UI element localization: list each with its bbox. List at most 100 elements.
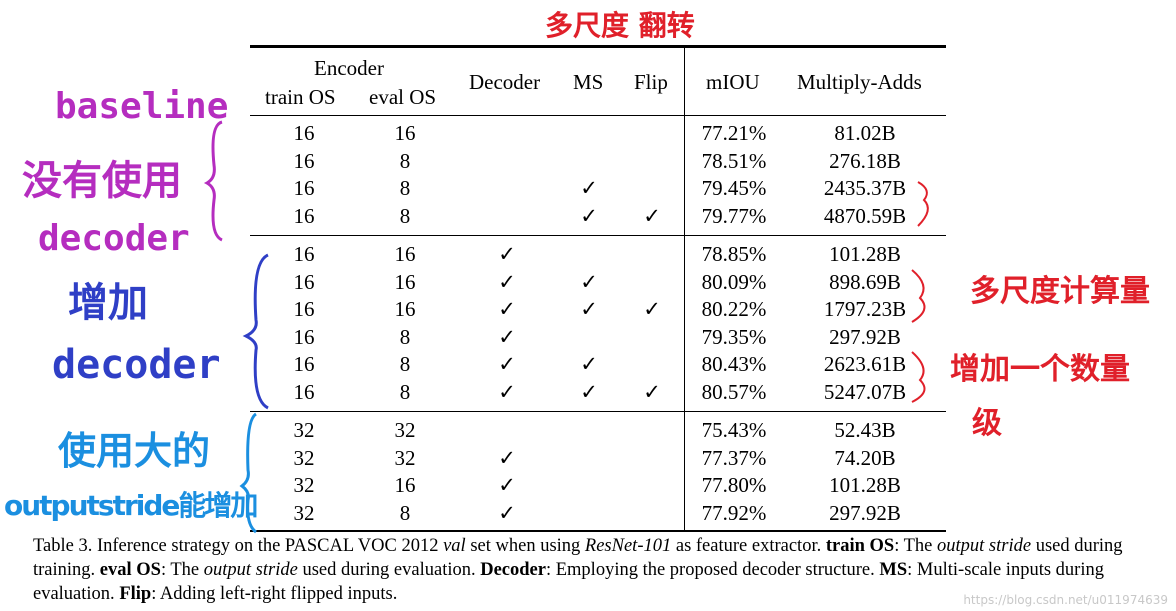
caption-bold: Flip [119, 584, 152, 604]
annotation-baseline-2: 没有使用 [22, 158, 182, 204]
cell-ms: ✓ [580, 203, 598, 228]
cell-train-os: 16 [293, 324, 315, 349]
caption-text: used during evaluation. [297, 560, 481, 580]
cell-ms: ✓ [580, 297, 598, 322]
caption-italic: val [443, 536, 466, 556]
cell-ms: ✓ [580, 269, 598, 294]
cell-decoder: ✓ [498, 473, 516, 498]
cell-miou: 80.57% [701, 380, 767, 404]
caption-text: used during training. [33, 536, 1123, 580]
cell-miou: 75.43% [701, 418, 767, 442]
cell-multiply-adds: 4870.59B [823, 203, 907, 228]
cell-flip: ✓ [643, 203, 661, 228]
blue-bracket [242, 253, 269, 410]
caption-bold: Decoder [480, 560, 546, 580]
cell-eval-os: 8 [399, 324, 411, 349]
cell-miou: 78.51% [701, 148, 767, 173]
cell-miou: 79.77% [701, 203, 767, 228]
cell-eval-os: 32 [394, 445, 416, 470]
caption-bold: train OS [825, 536, 895, 556]
cell-miou: 80.09% [701, 269, 767, 294]
cell-decoder: ✓ [498, 242, 516, 266]
cell-decoder: ✓ [498, 352, 516, 377]
cell-eval-os: 16 [394, 242, 416, 266]
cell-multiply-adds: 74.20B [834, 445, 896, 470]
cell-decoder: ✓ [498, 500, 516, 525]
annotation-stride-2: outputstride能增加 [4, 489, 258, 522]
cell-decoder: ✓ [498, 445, 516, 470]
cell-eval-os: 16 [394, 297, 416, 322]
cell-eval-os: 16 [394, 473, 416, 498]
caption-text: as feature extractor. [671, 536, 826, 556]
cell-multiply-adds: 81.02B [834, 121, 896, 145]
caption-text: : The [160, 560, 204, 580]
header-train-os: train OS [265, 85, 336, 109]
caption-italic: output stride [937, 536, 1032, 556]
cell-train-os: 16 [293, 176, 315, 201]
table-column-divider [684, 47, 685, 531]
cell-decoder: ✓ [498, 297, 516, 322]
cell-eval-os: 8 [399, 203, 411, 228]
cell-eval-os: 8 [399, 148, 411, 173]
cell-train-os: 16 [293, 203, 315, 228]
magenta-bracket [203, 120, 223, 242]
header-ms: MS [573, 70, 604, 94]
caption-text: : The [894, 536, 938, 556]
cell-multiply-adds: 276.18B [829, 148, 901, 173]
cell-flip: ✓ [643, 380, 661, 404]
cell-train-os: 16 [293, 297, 315, 322]
cell-flip: ✓ [643, 297, 661, 322]
cell-miou: 79.35% [701, 324, 767, 349]
cell-eval-os: 16 [394, 121, 416, 145]
cell-train-os: 32 [293, 473, 315, 498]
annotation-top-red: 多尺度 翻转 [545, 9, 695, 42]
caption-bold: eval OS [99, 560, 161, 580]
cyan-bracket [239, 412, 258, 534]
annotation-decoder-1: 增加 [68, 280, 148, 326]
cell-eval-os: 8 [399, 380, 411, 404]
caption-text: : Adding left-right flipped inputs. [151, 584, 398, 604]
caption-text: set when using [465, 536, 585, 556]
cell-ms: ✓ [580, 380, 598, 404]
table-top-rule [250, 45, 946, 48]
cell-decoder: ✓ [498, 269, 516, 294]
cell-multiply-adds: 2435.37B [823, 176, 907, 201]
cell-train-os: 16 [293, 242, 315, 266]
cell-miou: 77.21% [701, 121, 767, 145]
header-decoder: Decoder [469, 70, 541, 94]
annotation-stride-1: 使用大的 [58, 429, 211, 473]
cell-multiply-adds: 101.28B [829, 473, 901, 498]
red-bracket-1 [917, 181, 929, 227]
cell-multiply-adds: 2623.61B [823, 352, 907, 377]
caption-bold: MS [879, 560, 908, 580]
cell-multiply-adds: 101.28B [829, 242, 901, 266]
annotation-baseline-3: decoder [38, 218, 190, 259]
header-flip: Flip [634, 70, 668, 94]
cell-multiply-adds: 5247.07B [823, 380, 907, 404]
cell-eval-os: 32 [394, 418, 416, 442]
cell-miou: 80.22% [701, 297, 767, 322]
header-multiply-adds: Multiply-Adds [797, 70, 922, 94]
red-bracket-2 [911, 269, 926, 323]
cell-train-os: 32 [293, 500, 315, 525]
header-miou: mIOU [706, 70, 760, 94]
cell-miou: 77.37% [701, 445, 767, 470]
annotation-decoder-2: decoder [52, 342, 221, 388]
annotation-baseline-1: baseline [55, 86, 229, 127]
annotation-right-red-2: 增加一个数量 [950, 352, 1130, 387]
cell-miou: 80.43% [701, 352, 767, 377]
cell-train-os: 16 [293, 121, 315, 145]
caption-italic: output stride [203, 560, 298, 580]
caption-text: Table 3. Inference strategy on the PASCA… [33, 536, 444, 556]
cell-ms: ✓ [580, 176, 598, 201]
cell-train-os: 16 [293, 148, 315, 173]
cell-train-os: 32 [293, 445, 315, 470]
table-caption: Table 3. Inference strategy on the PASCA… [33, 534, 1173, 606]
cell-miou: 77.80% [701, 473, 767, 498]
cell-eval-os: 16 [394, 269, 416, 294]
cell-eval-os: 8 [399, 176, 411, 201]
cell-decoder: ✓ [498, 380, 516, 404]
annotation-right-red-1: 多尺度计算量 [970, 274, 1150, 309]
cell-multiply-adds: 898.69B [829, 269, 901, 294]
